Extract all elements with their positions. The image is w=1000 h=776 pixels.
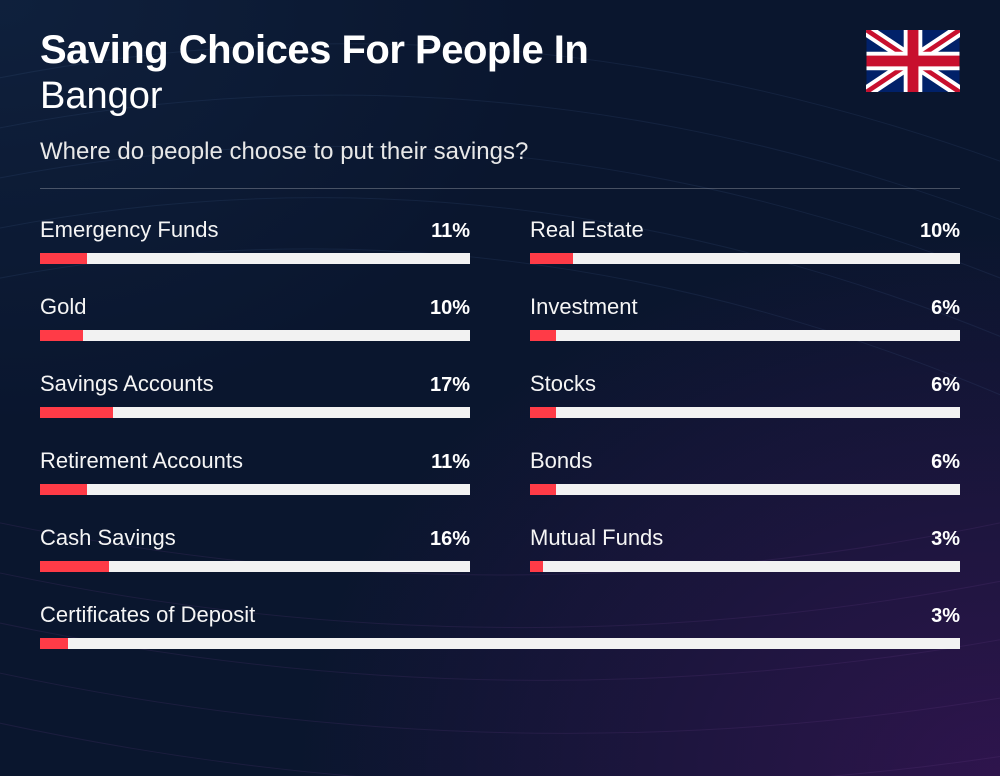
bars-grid: Emergency Funds 11% Real Estate 10% Gold 10% I…: [40, 217, 960, 649]
bar-fill: [530, 484, 556, 495]
bar-item: Emergency Funds 11%: [40, 217, 470, 264]
bar-item-row: Certificates of Deposit 3%: [40, 602, 960, 628]
bar-item-row: Real Estate 10%: [530, 217, 960, 243]
bar-item-row: Emergency Funds 11%: [40, 217, 470, 243]
bar-track: [530, 407, 960, 418]
bar-track: [40, 407, 470, 418]
bar-value: 11%: [431, 220, 470, 243]
bar-fill: [530, 253, 573, 264]
bar-value: 16%: [430, 528, 470, 551]
bar-item-row: Savings Accounts 17%: [40, 371, 470, 397]
bar-value: 10%: [430, 297, 470, 320]
bar-fill: [40, 484, 87, 495]
bar-track: [530, 484, 960, 495]
bar-value: 3%: [931, 605, 960, 628]
bar-label: Stocks: [530, 371, 596, 397]
bar-track: [40, 638, 960, 649]
bar-item: Savings Accounts 17%: [40, 371, 470, 418]
bar-fill: [40, 561, 109, 572]
header: Saving Choices For People In Bangor Wher…: [40, 28, 960, 189]
bar-label: Emergency Funds: [40, 217, 219, 243]
bar-fill: [530, 407, 556, 418]
bar-label: Savings Accounts: [40, 371, 214, 397]
bar-label: Gold: [40, 294, 86, 320]
bar-track: [530, 330, 960, 341]
bar-fill: [40, 407, 113, 418]
bar-track: [530, 253, 960, 264]
bar-track: [530, 561, 960, 572]
bar-label: Mutual Funds: [530, 525, 663, 551]
bar-item-row: Stocks 6%: [530, 371, 960, 397]
bar-item: Bonds 6%: [530, 448, 960, 495]
bar-track: [40, 253, 470, 264]
bar-fill: [40, 638, 68, 649]
bar-label: Bonds: [530, 448, 592, 474]
bar-label: Real Estate: [530, 217, 644, 243]
bar-item: Gold 10%: [40, 294, 470, 341]
bar-fill: [40, 330, 83, 341]
bar-item-row: Investment 6%: [530, 294, 960, 320]
bar-track: [40, 561, 470, 572]
uk-flag-icon: [866, 30, 960, 92]
divider: [40, 188, 960, 189]
bar-item-row: Cash Savings 16%: [40, 525, 470, 551]
bar-item-row: Retirement Accounts 11%: [40, 448, 470, 474]
bar-label: Retirement Accounts: [40, 448, 243, 474]
bar-item: Investment 6%: [530, 294, 960, 341]
bar-item: Cash Savings 16%: [40, 525, 470, 572]
bar-fill: [530, 561, 543, 572]
title-line-1: Saving Choices For People In: [40, 28, 960, 72]
bar-item: Stocks 6%: [530, 371, 960, 418]
bar-item-row: Gold 10%: [40, 294, 470, 320]
title-line-2: Bangor: [40, 74, 960, 120]
bar-item: Certificates of Deposit 3%: [40, 602, 960, 649]
bar-fill: [40, 253, 87, 264]
subtitle: Where do people choose to put their savi…: [40, 138, 960, 166]
bar-item: Retirement Accounts 11%: [40, 448, 470, 495]
bar-item-row: Bonds 6%: [530, 448, 960, 474]
bar-label: Cash Savings: [40, 525, 176, 551]
bar-item: Mutual Funds 3%: [530, 525, 960, 572]
bar-fill: [530, 330, 556, 341]
bar-value: 10%: [920, 220, 960, 243]
bar-value: 6%: [931, 297, 960, 320]
bar-value: 6%: [931, 451, 960, 474]
bar-value: 3%: [931, 528, 960, 551]
bar-item-row: Mutual Funds 3%: [530, 525, 960, 551]
bar-value: 11%: [431, 451, 470, 474]
bar-value: 17%: [430, 374, 470, 397]
bar-label: Certificates of Deposit: [40, 602, 255, 628]
bar-item: Real Estate 10%: [530, 217, 960, 264]
bar-value: 6%: [931, 374, 960, 397]
bar-track: [40, 484, 470, 495]
bar-label: Investment: [530, 294, 638, 320]
bar-track: [40, 330, 470, 341]
